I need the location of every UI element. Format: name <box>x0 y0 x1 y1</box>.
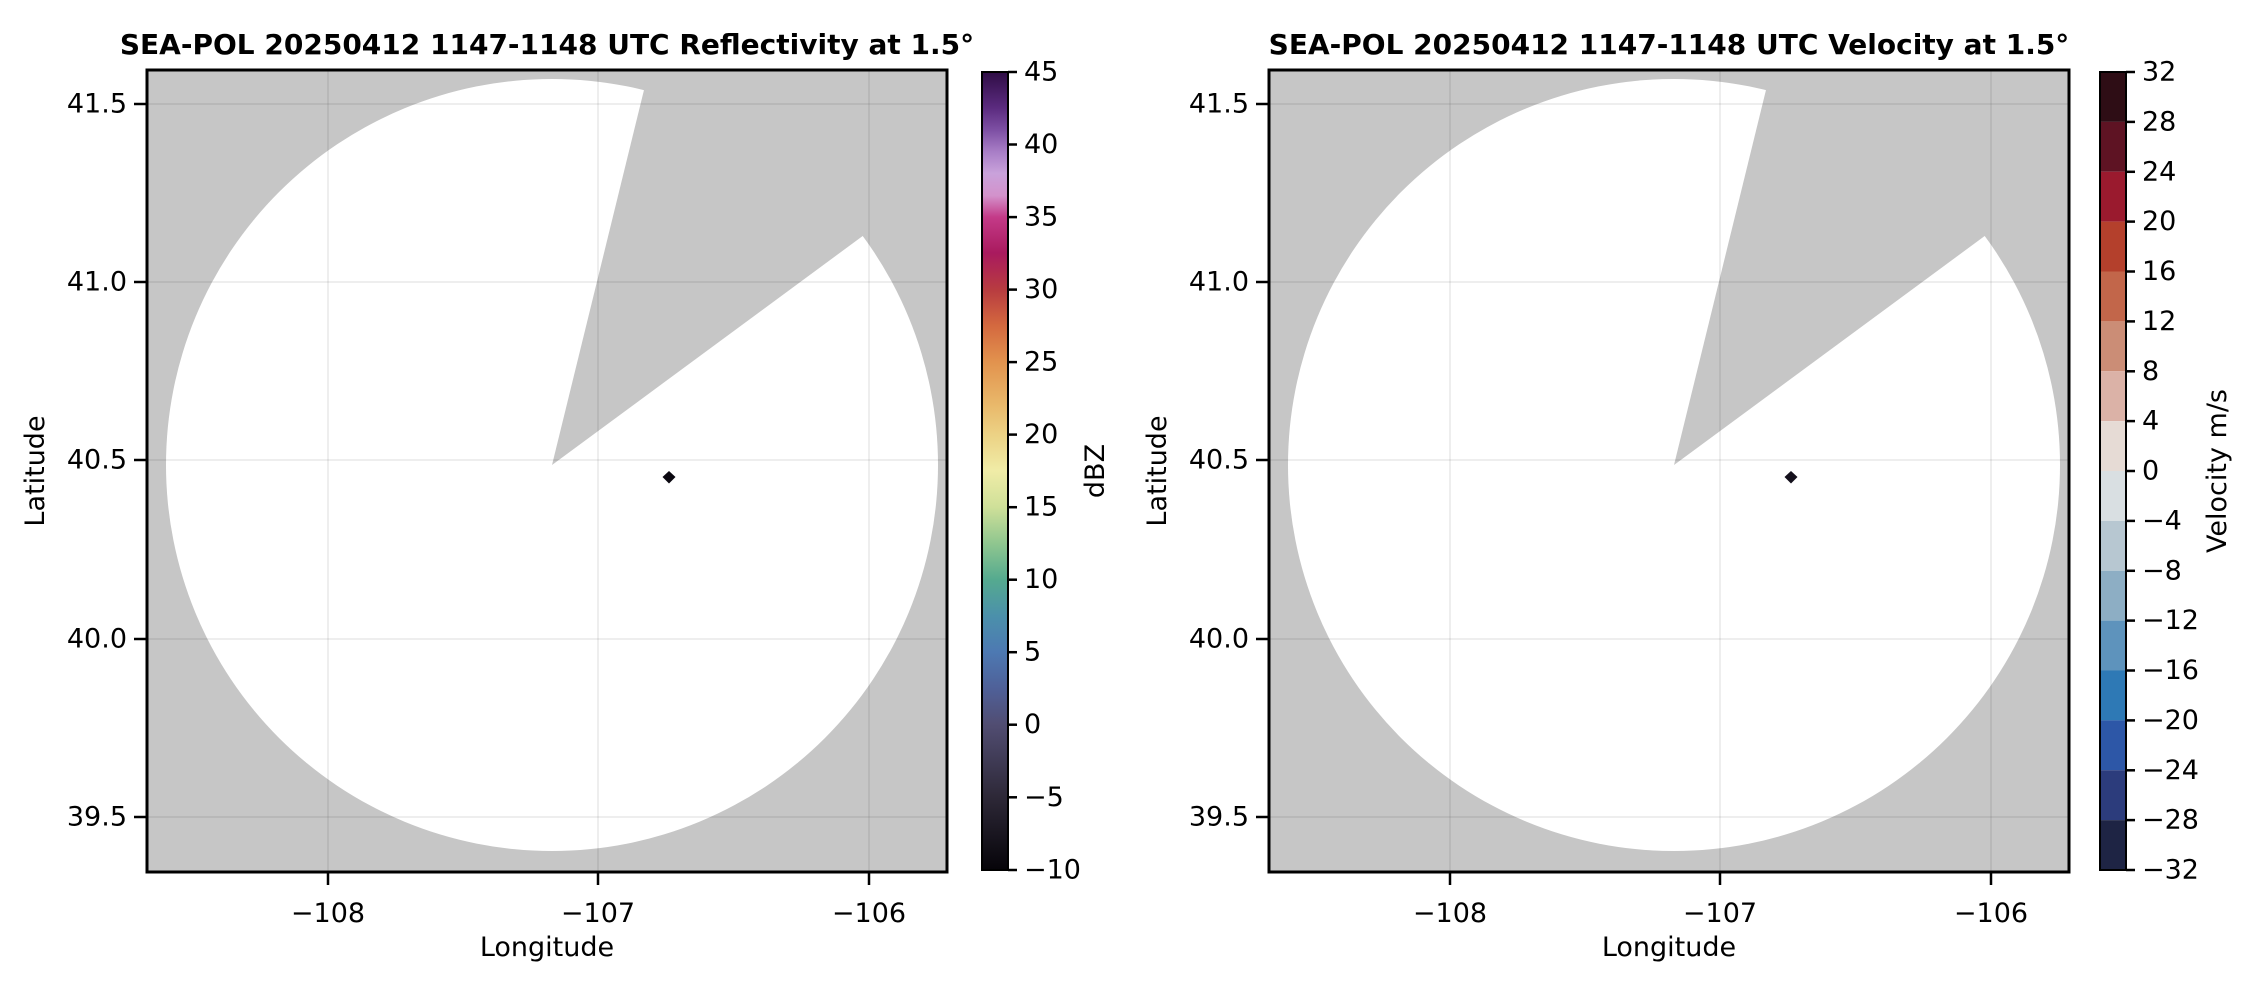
colorbar-tick-label: 25 <box>1024 347 1058 378</box>
colorbar-tick-label: 4 <box>2142 406 2159 437</box>
colorbar-tick-label: 16 <box>2142 256 2176 287</box>
colorbar-segment <box>2100 321 2126 372</box>
y-tick-label: 40.0 <box>67 624 127 655</box>
reflectivity-x-axis: −108 −107 −106 Longitude <box>291 872 906 963</box>
colorbar-segment <box>2100 421 2126 472</box>
y-tick-label: 41.0 <box>1189 267 1249 298</box>
y-tick-label: 41.5 <box>1189 89 1249 120</box>
colorbar-tick-label: 20 <box>1024 419 1058 450</box>
reflectivity-y-axis: 41.5 41.0 40.5 40.0 39.5 Latitude <box>20 89 147 833</box>
y-tick-label: 39.5 <box>1189 802 1249 833</box>
x-tick-label: −106 <box>832 898 906 929</box>
colorbar-segment <box>2100 620 2126 671</box>
reflectivity-echo-point <box>662 471 676 484</box>
x-tick-label: −108 <box>1413 898 1487 929</box>
colorbar-tick-label: 45 <box>1024 57 1058 88</box>
colorbar-tick-label: 15 <box>1024 492 1058 523</box>
colorbar-label: Velocity m/s <box>2202 389 2233 553</box>
colorbar-tick-label: 0 <box>1024 709 1041 740</box>
reflectivity-blocked-sector <box>552 70 947 465</box>
velocity-title: SEA-POL 20250412 1147-1148 UTC Velocity … <box>1269 28 2070 61</box>
colorbar-tick-label: 24 <box>2142 156 2176 187</box>
velocity-panel: SEA-POL 20250412 1147-1148 UTC Velocity … <box>1142 28 2233 963</box>
colorbar-segment <box>2100 820 2126 871</box>
colorbar-segment <box>2100 221 2126 272</box>
velocity-axes-border <box>1267 68 2071 874</box>
colorbar-tick-label: 10 <box>1024 564 1058 595</box>
colorbar-tick-label: −12 <box>2142 605 2199 636</box>
colorbar-tick-label: 40 <box>1024 129 1058 160</box>
reflectivity-gridlines <box>147 70 947 872</box>
colorbar-tick-label: −20 <box>2142 705 2199 736</box>
colorbar-segment <box>2100 371 2126 422</box>
colorbar-tick-label: 8 <box>2142 356 2159 387</box>
reflectivity-axes-border <box>145 68 949 874</box>
colorbar-segment <box>2100 570 2126 621</box>
colorbar-label: dBZ <box>1080 444 1111 498</box>
y-axis-label: Latitude <box>1142 415 1173 526</box>
colorbar-tick-label: −16 <box>2142 655 2199 686</box>
colorbar-segment <box>2100 171 2126 222</box>
reflectivity-colorbar-border <box>981 71 1009 871</box>
colorbar-tick-label: −24 <box>2142 755 2199 786</box>
velocity-colorbar: 32 28 24 20 16 12 8 4 0 −4 −8 −12 −16 −2… <box>2099 57 2233 886</box>
velocity-gridlines <box>1269 70 2069 872</box>
colorbar-tick-label: −5 <box>1024 782 1064 813</box>
y-tick-label: 40.5 <box>67 445 127 476</box>
colorbar-tick-label: 28 <box>2142 106 2176 137</box>
colorbar-segment <box>2100 72 2126 122</box>
y-tick-label: 39.5 <box>67 802 127 833</box>
x-tick-label: −108 <box>291 898 365 929</box>
x-tick-label: −107 <box>561 898 635 929</box>
x-tick-label: −107 <box>1683 898 1757 929</box>
colorbar-tick-label: 5 <box>1024 637 1041 668</box>
colorbar-tick-label: 20 <box>2142 206 2176 237</box>
colorbar-tick-label: −10 <box>1024 855 1081 886</box>
velocity-blocked-sector <box>1674 70 2069 465</box>
colorbar-tick-label: 0 <box>2142 456 2159 487</box>
reflectivity-panel: SEA-POL 20250412 1147-1148 UTC Reflectiv… <box>20 28 1111 963</box>
colorbar-segment <box>2100 720 2126 771</box>
colorbar-tick-label: 12 <box>2142 306 2176 337</box>
colorbar-segment <box>2100 520 2126 571</box>
velocity-y-axis: 41.5 41.0 40.5 40.0 39.5 Latitude <box>1142 89 1269 833</box>
y-tick-label: 41.0 <box>67 267 127 298</box>
y-tick-label: 41.5 <box>67 89 127 120</box>
x-axis-label: Longitude <box>480 932 614 963</box>
reflectivity-colorbar: 45 40 35 30 25 20 15 10 5 0 −5 −10 dBZ <box>981 57 1111 886</box>
colorbar-tick-label: −8 <box>2142 555 2182 586</box>
colorbar-tick-label: 30 <box>1024 274 1058 305</box>
colorbar-tick-label: 32 <box>2142 57 2176 88</box>
colorbar-tick-label: −28 <box>2142 805 2199 836</box>
y-tick-label: 40.0 <box>1189 624 1249 655</box>
colorbar-segment <box>2100 770 2126 821</box>
velocity-echo-point <box>1784 471 1798 484</box>
colorbar-tick-label: −32 <box>2142 855 2199 886</box>
colorbar-tick-label: 35 <box>1024 202 1058 233</box>
colorbar-tick-label: −4 <box>2142 505 2182 536</box>
colorbar-segment <box>2100 670 2126 721</box>
y-tick-label: 40.5 <box>1189 445 1249 476</box>
colorbar-segment <box>2100 121 2126 172</box>
reflectivity-colorbar-gradient <box>982 72 1008 870</box>
y-axis-label: Latitude <box>20 415 51 526</box>
velocity-x-axis: −108 −107 −106 Longitude <box>1413 872 2028 963</box>
reflectivity-title: SEA-POL 20250412 1147-1148 UTC Reflectiv… <box>120 28 974 61</box>
colorbar-segment <box>2100 471 2126 521</box>
x-tick-label: −106 <box>1954 898 2028 929</box>
x-axis-label: Longitude <box>1602 932 1736 963</box>
colorbar-segment <box>2100 271 2126 322</box>
